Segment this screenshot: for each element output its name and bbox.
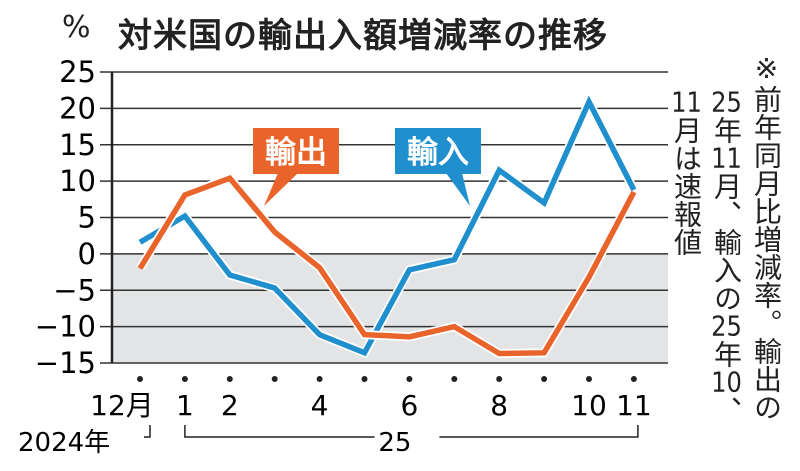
legend-imports-box	[395, 128, 481, 174]
x-tick-dot	[541, 376, 548, 382]
legend-exports-pointer	[264, 173, 298, 206]
chart-title: 対米国の輸出入額増減率の推移	[118, 16, 608, 56]
x-tick-label: 2	[221, 389, 239, 422]
x-tick-dot	[496, 376, 503, 382]
legend-imports-pointer	[446, 173, 470, 206]
x-tick-dot	[451, 376, 458, 382]
y-tick-label: 10	[59, 164, 96, 198]
x-tick-dot	[181, 376, 188, 382]
x-tick-label: 12月	[90, 389, 154, 422]
y-axis-unit: %	[62, 10, 91, 45]
x-tick-dot	[361, 376, 368, 382]
footnote-line-3: 11月は速報値	[670, 88, 703, 256]
y-tick-label: 15	[59, 128, 96, 162]
y-tick-label: 0	[78, 237, 96, 271]
legend-exports-box	[253, 128, 339, 174]
x-tick-dot	[271, 376, 278, 382]
series-line-exports	[137, 174, 637, 357]
legend-exports-text: 輸出	[265, 135, 327, 171]
series-line-imports	[138, 95, 637, 357]
x-tick-label: 11	[616, 389, 652, 422]
y-tick-label: −5	[53, 273, 96, 307]
year-bracket-2025	[184, 425, 639, 438]
legend-imports-text: 輸入	[407, 135, 469, 171]
y-tick-label: 20	[59, 91, 96, 125]
y-tick-label: −15	[35, 346, 96, 380]
year-label-2025: 25	[378, 428, 411, 458]
y-tick-label: −10	[35, 310, 96, 344]
x-tick-label: 6	[400, 389, 418, 422]
x-tick-dot	[226, 376, 233, 382]
x-tick-dot	[316, 376, 323, 382]
x-tick-dot	[586, 376, 592, 382]
y-tick-label: 25	[59, 55, 96, 89]
x-tick-dot	[630, 376, 637, 382]
y-tick-label: 5	[78, 201, 96, 235]
x-tick-dot	[137, 376, 143, 382]
x-tick-label: 4	[311, 389, 329, 422]
x-tick-label: 8	[490, 389, 508, 422]
x-tick-dot	[406, 376, 413, 382]
footnote-line-2: 25年11月、輸入の25年10、	[710, 88, 743, 424]
x-tick-label: 10	[571, 389, 607, 422]
footnote-line-1: ※前年同月比増減率。輸出の	[750, 52, 783, 421]
year-label-2024: 2024年	[18, 428, 110, 458]
year-bracket-2024	[144, 425, 151, 438]
x-tick-label: 1	[176, 389, 194, 422]
